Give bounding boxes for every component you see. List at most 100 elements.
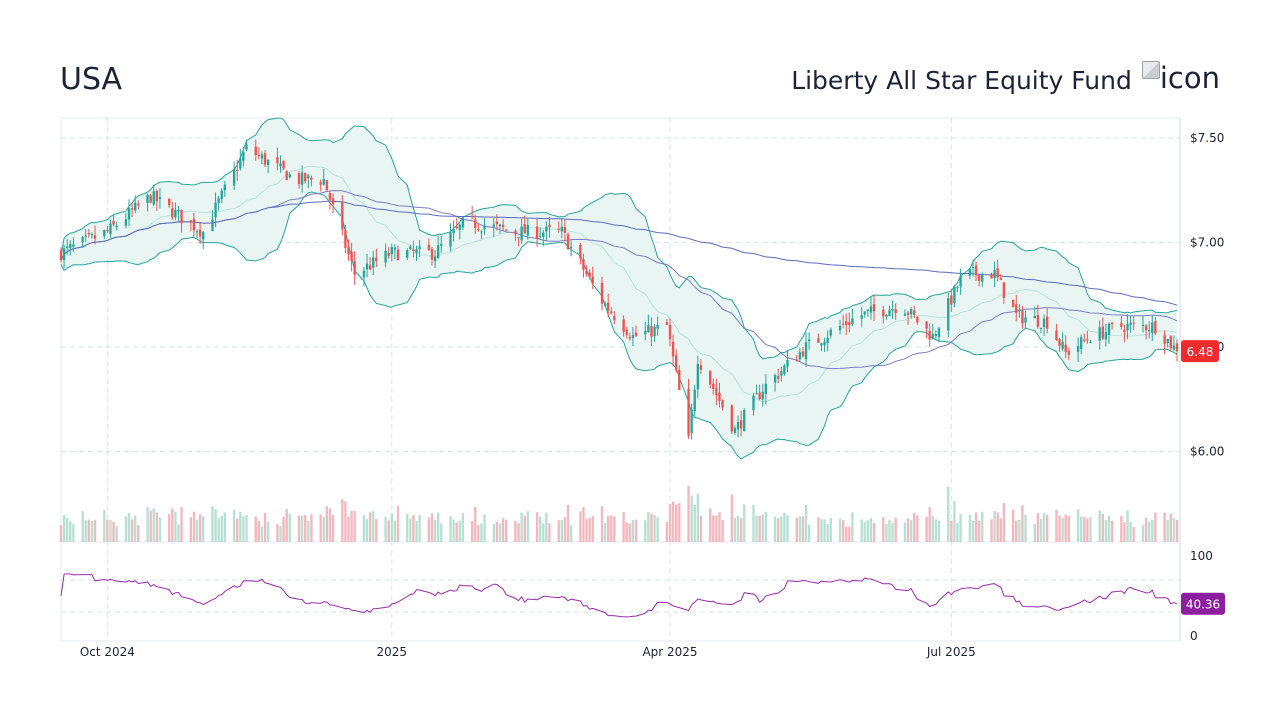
volume-bar xyxy=(903,522,907,542)
candle-body xyxy=(739,420,743,429)
candle-body xyxy=(245,144,248,150)
volume-bar xyxy=(535,512,539,542)
volume-bar xyxy=(282,516,285,542)
candle-body xyxy=(393,247,397,250)
candle-body xyxy=(1067,351,1070,355)
candle-body xyxy=(606,302,610,311)
candle-body xyxy=(777,376,780,379)
candle-body xyxy=(458,224,461,230)
volume-bar xyxy=(1058,515,1061,542)
volume-bar xyxy=(579,511,582,542)
volume-bar xyxy=(656,517,659,542)
candle-body xyxy=(1055,330,1058,340)
candle-body xyxy=(715,388,718,396)
candle-body xyxy=(634,332,638,336)
candle-body xyxy=(950,295,953,305)
volume-bar xyxy=(891,523,894,542)
candle-body xyxy=(603,303,607,306)
candle-body xyxy=(474,219,477,228)
volume-bar xyxy=(396,505,400,542)
candle-body xyxy=(341,202,344,230)
volume-bar xyxy=(950,520,953,542)
volume-bar xyxy=(971,520,975,542)
volume-bar xyxy=(798,516,802,542)
candle-body xyxy=(87,233,91,235)
volume-bar xyxy=(189,517,193,542)
volume-bar xyxy=(341,499,344,542)
volume-bar xyxy=(829,518,832,542)
candle-body xyxy=(304,173,307,182)
candle-body xyxy=(440,243,443,246)
candle-body xyxy=(115,225,118,227)
volume-bar xyxy=(1144,517,1148,542)
volume-bar xyxy=(937,520,941,542)
volume-bar xyxy=(362,515,366,542)
volume-bar xyxy=(780,516,783,542)
volume-bar xyxy=(894,517,897,542)
volume-bar xyxy=(177,524,180,542)
candle-body xyxy=(1002,282,1006,298)
candle-body xyxy=(783,365,786,374)
volume-bar xyxy=(1163,512,1166,542)
volume-bar xyxy=(845,526,848,542)
last-rsi-badge: 40.36 xyxy=(1181,592,1225,615)
volume-bar xyxy=(848,526,851,542)
volume-bar xyxy=(820,519,823,542)
volume-bar xyxy=(693,504,696,542)
volume-bar xyxy=(538,516,542,542)
volume-bar xyxy=(72,523,75,542)
candle-body xyxy=(409,246,412,249)
candle-body xyxy=(103,230,106,237)
candle-body xyxy=(807,339,811,342)
candle-body xyxy=(65,246,69,248)
volume-bar xyxy=(974,512,978,542)
volume-bar xyxy=(242,516,245,542)
candle-body xyxy=(894,309,897,314)
candle-body xyxy=(137,203,140,206)
volume-bar xyxy=(427,517,431,542)
candle-body xyxy=(158,197,162,199)
candle-body xyxy=(72,244,75,247)
volume-bar xyxy=(560,519,563,542)
candle-body xyxy=(279,163,282,167)
volume-bar xyxy=(569,525,573,542)
candle-body xyxy=(1141,324,1145,326)
date-axis-tick-label: 2025 xyxy=(377,645,408,659)
candle-body xyxy=(1015,304,1018,313)
candle-body xyxy=(1042,318,1046,328)
candle-body xyxy=(498,224,502,227)
volume-bar xyxy=(1024,514,1027,542)
candle-body xyxy=(483,225,486,230)
candle-body xyxy=(412,249,415,252)
volume-bar xyxy=(807,524,811,542)
volume-bar xyxy=(384,516,387,542)
candle-body xyxy=(328,193,332,200)
candle-body xyxy=(214,202,217,218)
volume-bar xyxy=(245,515,248,542)
volume-bar xyxy=(353,511,356,542)
volume-bar xyxy=(300,515,304,542)
candle-body xyxy=(761,391,764,400)
volume-bar xyxy=(610,515,613,542)
volume-bar xyxy=(795,517,798,542)
candle-body xyxy=(622,319,625,332)
volume-bar xyxy=(721,520,724,542)
volume-bar xyxy=(953,500,956,542)
volume-bar xyxy=(990,519,993,542)
candle-body xyxy=(947,298,950,331)
candle-body xyxy=(690,409,693,433)
volume-bar xyxy=(470,520,474,542)
volume-bar xyxy=(134,515,137,542)
volume-bar xyxy=(801,516,805,542)
volume-bar xyxy=(495,521,499,542)
candle-body xyxy=(906,312,910,315)
volume-bar xyxy=(625,522,628,542)
candle-body xyxy=(999,278,1002,280)
volume-bar xyxy=(220,515,223,542)
volume-bar xyxy=(869,518,873,542)
candle-body xyxy=(582,259,585,270)
volume-bar xyxy=(909,520,913,542)
candle-body xyxy=(62,248,66,261)
volume-bar xyxy=(1098,510,1101,542)
